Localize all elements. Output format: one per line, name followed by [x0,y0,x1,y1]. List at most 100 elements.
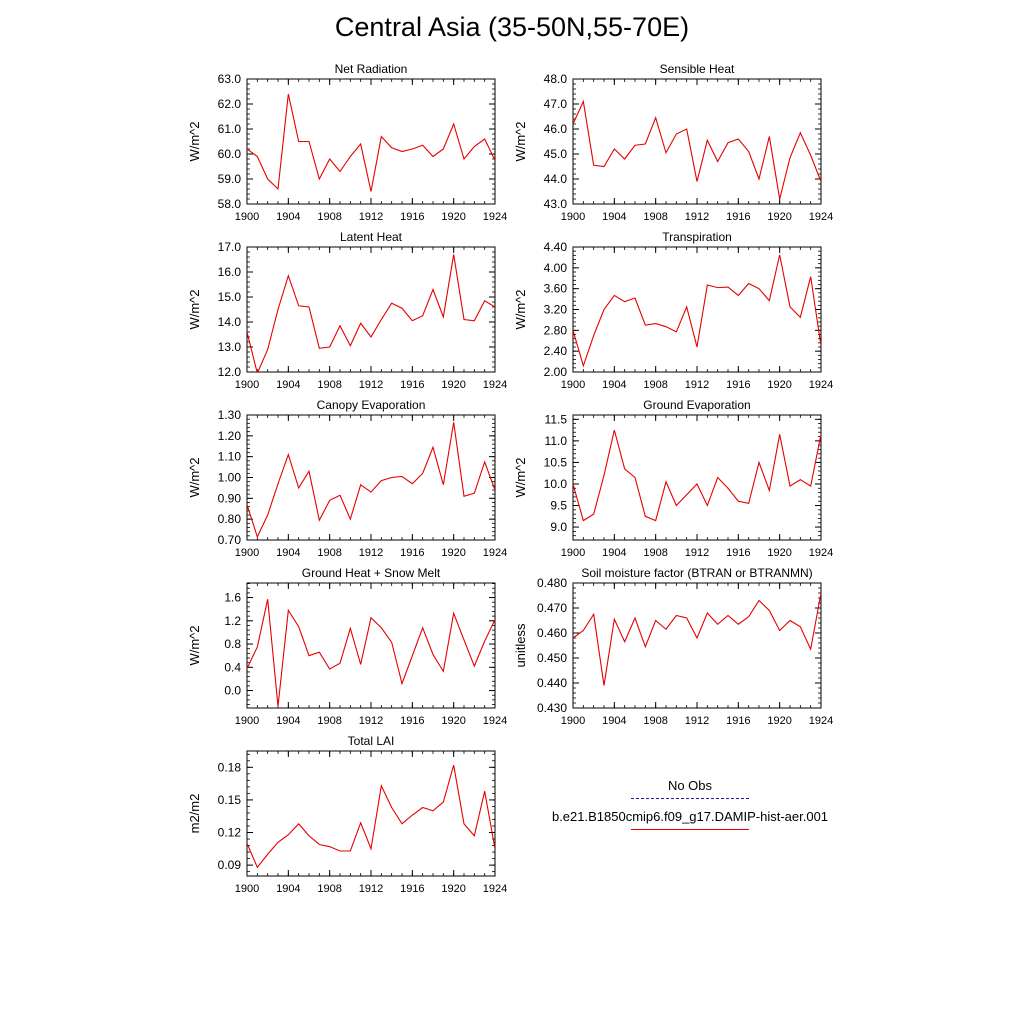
x-tick-label: 1920 [767,547,791,559]
y-tick-label: 9.0 [550,520,567,534]
x-tick-label: 1908 [317,211,341,223]
x-tick-label: 1916 [726,211,750,223]
y-tick-label: 59.0 [218,172,242,186]
panel-ground-evaporation: 1900 1904 1908 1912 1916 1920 1924 9.0 9.5 10.0 10… [513,398,833,559]
x-tick-label: 1912 [359,379,383,391]
x-tick-label: 1900 [561,547,585,559]
y-tick-label: 62.0 [218,97,242,111]
panel-title: Ground Heat + Snow Melt [302,566,441,580]
x-tick-label: 1904 [602,715,626,727]
x-tick-label: 1908 [317,379,341,391]
panel-sensible-heat: 1900 1904 1908 1912 1916 1920 1924 43.0 44.0 45.0… [513,62,833,223]
y-tick-label: 10.5 [544,455,568,469]
y-tick-label: 16.0 [218,265,242,279]
y-tick-label: 0.80 [218,512,242,526]
y-tick-label: 0.15 [218,793,242,807]
y-tick-label: 0.430 [537,701,567,715]
series-line [247,599,495,707]
x-tick-label: 1916 [400,379,424,391]
x-tick-label: 1924 [483,379,507,391]
series-line [573,99,821,200]
y-tick-label: 61.0 [218,122,242,136]
y-tick-label: 1.30 [218,408,242,422]
x-tick-label: 1916 [400,715,424,727]
x-tick-label: 1904 [276,211,300,223]
series-line [247,764,495,869]
x-tick-label: 1908 [317,715,341,727]
x-tick-label: 1912 [685,379,709,391]
x-tick-label: 1900 [561,379,585,391]
y-tick-label: 11.0 [545,434,568,448]
y-tick-label: 9.5 [550,499,567,513]
x-tick-label: 1924 [483,211,507,223]
series-line [247,93,495,192]
y-tick-label: 46.0 [544,122,568,136]
y-tick-label: 1.20 [218,429,242,443]
series-line [247,422,495,539]
x-tick-label: 1904 [602,379,626,391]
y-tick-label: 1.6 [224,591,241,605]
panel-latent-heat: 1900 1904 1908 1912 1916 1920 1924 12.0 13.0 14.0… [187,230,507,391]
y-tick-label: 1.00 [218,471,242,485]
y-axis-label: W/m^2 [513,289,528,329]
x-tick-label: 1924 [483,715,507,727]
y-axis-label: m2/m2 [187,794,202,834]
y-tick-label: 10.0 [544,477,568,491]
x-tick-label: 1920 [767,715,791,727]
y-tick-label: 4.40 [544,240,568,254]
y-tick-label: 43.0 [544,197,568,211]
legend: No Obs b.e21.B1850cmip6.f09_g17.DAMIP-hi… [520,778,860,830]
panel-title: Transpiration [662,230,732,244]
plot-frame [572,78,822,205]
x-tick-label: 1916 [726,379,750,391]
panel-total-lai: 1900 1904 1908 1912 1916 1920 1924 0.09 0.12 0.15… [187,734,507,895]
y-tick-label: 58.0 [218,197,242,211]
x-tick-label: 1904 [276,379,300,391]
y-tick-label: 3.60 [544,282,568,296]
y-tick-label: 0.0 [224,684,241,698]
series-line [573,592,821,686]
x-tick-label: 1912 [359,883,383,895]
x-tick-label: 1916 [400,883,424,895]
y-tick-label: 0.09 [218,858,242,872]
x-tick-label: 1904 [276,547,300,559]
x-tick-label: 1904 [602,211,626,223]
x-tick-label: 1920 [441,883,465,895]
x-tick-label: 1912 [359,715,383,727]
y-axis-label: W/m^2 [513,457,528,497]
x-tick-label: 1920 [767,379,791,391]
x-tick-label: 1924 [809,715,833,727]
y-axis-label: W/m^2 [187,289,202,329]
panel-canopy-evaporation: 1900 1904 1908 1912 1916 1920 1924 0.70 0.80 0.90… [187,398,507,559]
x-tick-label: 1912 [685,547,709,559]
x-tick-label: 1900 [561,715,585,727]
y-axis-label: W/m^2 [513,121,528,161]
x-tick-label: 1924 [483,883,507,895]
x-tick-label: 1924 [809,379,833,391]
x-tick-label: 1900 [235,715,259,727]
x-tick-label: 1908 [317,547,341,559]
x-tick-label: 1920 [441,715,465,727]
x-tick-label: 1900 [235,547,259,559]
y-tick-label: 17.0 [218,240,242,254]
y-tick-label: 0.4 [224,660,241,674]
x-tick-label: 1924 [809,211,833,223]
legend-obs-line [631,798,749,799]
y-axis-label: W/m^2 [187,121,202,161]
x-tick-label: 1908 [643,547,667,559]
y-tick-label: 4.00 [544,261,568,275]
panel-title: Latent Heat [340,230,403,244]
x-tick-label: 1908 [643,715,667,727]
y-axis-label: unitless [513,623,528,668]
figure-title: Central Asia (35-50N,55-70E) [334,12,690,42]
y-tick-label: 12.0 [218,365,242,379]
y-tick-label: 13.0 [218,340,242,354]
y-tick-label: 0.450 [537,651,567,665]
x-tick-label: 1916 [726,715,750,727]
plot-frame [246,78,496,205]
y-tick-label: 0.440 [537,676,567,690]
x-tick-label: 1908 [317,883,341,895]
y-tick-label: 2.00 [544,365,568,379]
panel-net-radiation: 1900 1904 1908 1912 1916 1920 1924 58.0 59.0 60.0… [187,62,507,223]
